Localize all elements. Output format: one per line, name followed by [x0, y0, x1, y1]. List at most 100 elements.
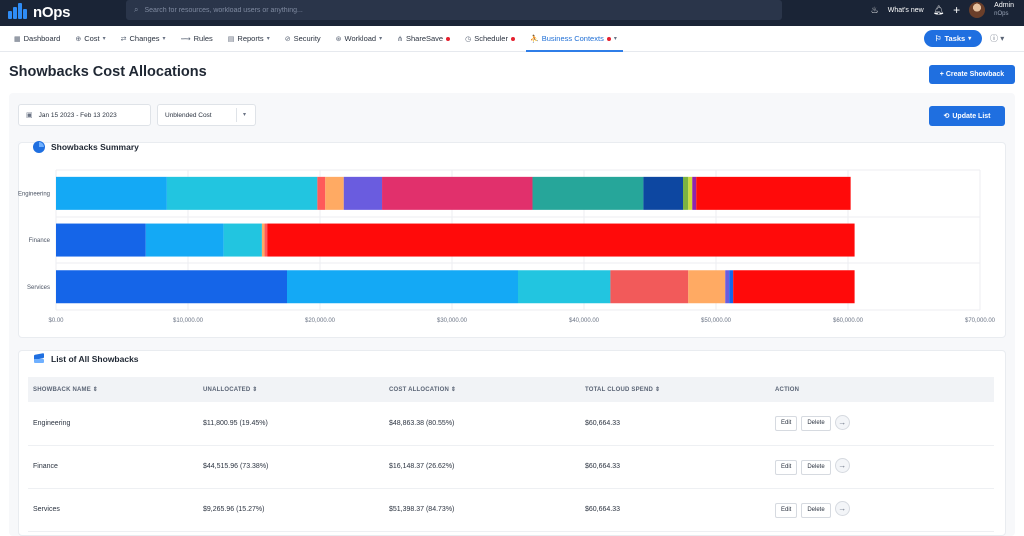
- cell-unallocated: $11,800.95 (19.45%): [198, 402, 384, 446]
- cell-allocation: $16,148.37 (26.62%): [384, 445, 580, 489]
- cell-name: Services: [28, 488, 198, 532]
- tasks-icon: ⚐: [934, 34, 942, 43]
- column-header[interactable]: COST ALLOCATION ⇕: [384, 377, 580, 402]
- bell-icon[interactable]: 🔔︎: [932, 4, 945, 15]
- delete-button[interactable]: Delete: [801, 459, 831, 475]
- edit-button[interactable]: Edit: [775, 459, 798, 475]
- y-category-label: Services: [27, 285, 50, 291]
- cell-total: $60,664.33: [580, 445, 770, 489]
- rules-icon: ⟿: [180, 35, 191, 43]
- arrow-right-icon[interactable]: →: [834, 501, 850, 517]
- table-row: Finance $44,515.96 (73.38%) $16,148.37 (26…: [28, 445, 994, 489]
- search-input[interactable]: [144, 6, 745, 14]
- page-title: Showbacks Cost Allocations: [9, 64, 207, 80]
- date-range-picker[interactable]: ▣ Jan 15 2023 - Feb 13 2023: [18, 104, 151, 126]
- create-showback-button[interactable]: + Create Showback: [929, 65, 1015, 84]
- brand-name: nOps: [33, 3, 71, 21]
- nav-item-label: Security: [293, 34, 321, 43]
- nav-item-changes[interactable]: ⇄ Changes ▾: [121, 26, 166, 52]
- x-tick-label: $30,000.00: [437, 318, 468, 324]
- cell-name: Engineering: [28, 402, 198, 446]
- arrow-right-icon[interactable]: →: [834, 415, 850, 431]
- showbacks-table: SHOWBACK NAME ⇕ UNALLOCATED ⇕ COST ALLOCAT…: [28, 377, 994, 532]
- chevron-down-icon: ▾: [162, 36, 166, 42]
- nav-item-sharesave[interactable]: ⋔ ShareSave: [397, 26, 451, 52]
- cell-total: $60,664.33: [580, 402, 770, 446]
- sort-icon[interactable]: ⇕: [90, 387, 99, 393]
- nav-item-business-contexts[interactable]: ⛹ Business Contexts ▾: [525, 26, 623, 52]
- cell-action: Edit Delete →: [770, 488, 994, 532]
- whats-new-link[interactable]: What's new: [887, 6, 924, 14]
- x-tick-label: $40,000.00: [569, 318, 600, 324]
- tasks-button[interactable]: ⚐ Tasks ▾: [924, 30, 982, 47]
- x-tick-label: $50,000.00: [701, 318, 732, 324]
- help-icon[interactable]: ⓘ ▾: [990, 34, 1005, 43]
- cell-total: $60,664.33: [580, 488, 770, 532]
- column-header-label: UNALLOCATED: [203, 387, 251, 393]
- arrow-right-icon[interactable]: →: [834, 458, 850, 474]
- user-name: Admin: [994, 2, 1014, 9]
- nav-item-scheduler[interactable]: ◷ Scheduler: [465, 26, 515, 52]
- delete-button[interactable]: Delete: [801, 416, 831, 432]
- nav-item-reports[interactable]: ▤ Reports ▾: [228, 26, 270, 52]
- bar-segment: [56, 223, 146, 257]
- sort-icon[interactable]: ⇕: [449, 387, 457, 393]
- bar-segment: [317, 176, 326, 210]
- plus-icon[interactable]: +: [953, 3, 961, 17]
- user-menu[interactable]: Admin nOps: [994, 2, 1014, 18]
- cost-type-select[interactable]: Unblended Cost ▾: [157, 104, 256, 126]
- cell-action: Edit Delete →: [770, 402, 994, 446]
- bar-segment: [325, 176, 344, 210]
- showbacks-chart: $0.00 $10,000.00 $20,000.00 $30,000.00 $40,0…: [18, 169, 996, 324]
- y-category-label: Finance: [29, 238, 51, 244]
- summary-heading: Showbacks Summary: [33, 141, 139, 153]
- table-header: SHOWBACK NAME ⇕ UNALLOCATED ⇕ COST ALLOCAT…: [28, 377, 994, 402]
- delete-button[interactable]: Delete: [801, 502, 831, 518]
- avatar[interactable]: [969, 2, 986, 18]
- nav-item-security[interactable]: ⊘ Security: [285, 26, 321, 52]
- column-header[interactable]: SHOWBACK NAME ⇕: [28, 377, 198, 402]
- nav-item-cost[interactable]: ⊕ Cost ▾: [75, 26, 105, 52]
- reports-icon: ▤: [227, 35, 235, 43]
- table-row: Services $9,265.96 (15.27%) $51,398.37 (84…: [28, 488, 994, 532]
- nav-item-label: Rules: [193, 34, 213, 43]
- notification-dot: [510, 36, 515, 41]
- logo-icon: [8, 3, 30, 21]
- bar-segment: [287, 270, 518, 304]
- bar-segment: [688, 270, 726, 304]
- edit-button[interactable]: Edit: [775, 416, 798, 432]
- list-title: List of All Showbacks: [51, 353, 139, 364]
- flame-icon[interactable]: ♨: [870, 4, 879, 15]
- business-contexts-icon: ⛹: [529, 35, 539, 43]
- column-header[interactable]: TOTAL CLOUD SPEND ⇕: [580, 377, 770, 402]
- update-list-button[interactable]: ⟲ Update List: [929, 106, 1005, 126]
- column-header: ACTION: [770, 377, 994, 402]
- chevron-down-icon: ▾: [266, 36, 270, 42]
- nav-item-label: Workload: [344, 34, 377, 43]
- bar-segment: [56, 270, 287, 304]
- column-header-label: SHOWBACK NAME: [33, 387, 91, 393]
- chevron-down-icon: ▾: [102, 36, 106, 42]
- nav-item-rules[interactable]: ⟿ Rules: [181, 26, 213, 52]
- bar-segment: [264, 223, 268, 257]
- sort-icon[interactable]: ⇕: [653, 387, 661, 393]
- cell-unallocated: $44,515.96 (73.38%): [198, 445, 384, 489]
- update-list-label: Update List: [952, 112, 991, 120]
- nav-item-workload[interactable]: ⊛ Workload ▾: [336, 26, 382, 52]
- notification-dot: [606, 36, 611, 41]
- search-bar[interactable]: ⌕: [126, 0, 782, 20]
- x-tick-label: $0.00: [48, 318, 64, 324]
- sort-icon[interactable]: ⇕: [250, 387, 258, 393]
- bar-segment: [145, 223, 224, 257]
- security-icon: ⊘: [284, 35, 291, 43]
- bar-segment: [261, 223, 265, 257]
- column-header[interactable]: UNALLOCATED ⇕: [198, 377, 384, 402]
- nav-item-label: Business Contexts: [541, 34, 604, 43]
- bar-segment: [382, 176, 533, 210]
- sharesave-icon: ⋔: [397, 35, 403, 43]
- chevron-down-icon: ▾: [968, 36, 972, 42]
- brand-logo[interactable]: nOps: [8, 3, 70, 21]
- edit-button[interactable]: Edit: [775, 502, 798, 518]
- nav-item-dashboard[interactable]: ▦ Dashboard: [14, 26, 60, 52]
- bar-segment: [692, 176, 697, 210]
